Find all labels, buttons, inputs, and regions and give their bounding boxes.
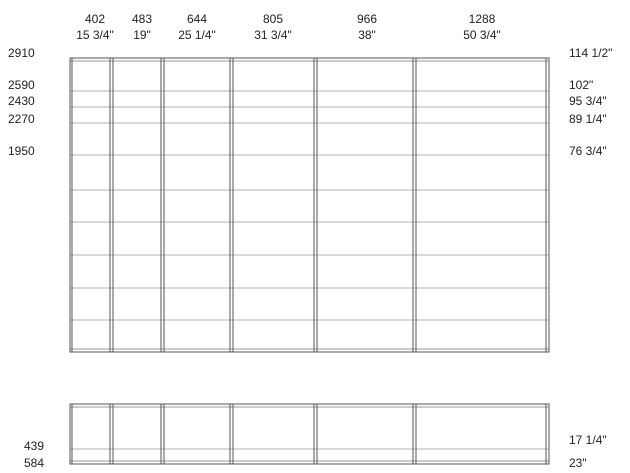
height-mm-label: 2270 bbox=[8, 112, 35, 126]
height-inch-label: 114 1/2" bbox=[569, 46, 612, 60]
column-inch-label: 19" bbox=[133, 28, 151, 42]
height-mm-label: 439 bbox=[24, 439, 44, 453]
shelf-lines bbox=[70, 90, 549, 321]
uprights bbox=[71, 58, 547, 352]
height-inch-label: 89 1/4" bbox=[569, 112, 607, 126]
column-inch-label: 31 3/4" bbox=[254, 28, 292, 42]
height-mm-label: 2590 bbox=[8, 78, 35, 92]
height-inch-label: 17 1/4" bbox=[569, 433, 607, 447]
unit-frame bbox=[69, 57, 550, 353]
height-inch-label: 95 3/4" bbox=[569, 94, 607, 108]
height-mm-label: 584 bbox=[24, 456, 44, 470]
height-mm-label: 2430 bbox=[8, 94, 35, 108]
column-mm-label: 402 bbox=[85, 12, 105, 26]
left-height-labels: 2910 2590 2430 2270 1950 439 584 bbox=[8, 46, 44, 470]
column-mm-label: 805 bbox=[263, 12, 283, 26]
column-mm-label: 644 bbox=[187, 12, 207, 26]
column-mm-label: 483 bbox=[132, 12, 152, 26]
column-headers: 402 15 3/4" 483 19" 644 25 1/4" 805 31 3… bbox=[76, 12, 501, 42]
column-mm-label: 966 bbox=[357, 12, 377, 26]
unit-frame bbox=[69, 403, 550, 465]
height-inch-label: 102" bbox=[569, 78, 593, 92]
height-mm-label: 2910 bbox=[8, 46, 35, 60]
tall-shelving-unit bbox=[69, 57, 550, 353]
height-inch-label: 23" bbox=[569, 456, 587, 470]
right-height-labels: 114 1/2" 102" 95 3/4" 89 1/4" 76 3/4" 17… bbox=[569, 46, 612, 470]
column-inch-label: 15 3/4" bbox=[76, 28, 114, 42]
column-inch-label: 38" bbox=[358, 28, 376, 42]
column-inch-label: 25 1/4" bbox=[178, 28, 216, 42]
column-mm-label: 1288 bbox=[469, 12, 496, 26]
uprights bbox=[71, 404, 547, 464]
height-inch-label: 76 3/4" bbox=[569, 144, 607, 158]
low-shelving-unit bbox=[69, 403, 550, 465]
column-inch-label: 50 3/4" bbox=[463, 28, 501, 42]
height-mm-label: 1950 bbox=[8, 144, 35, 158]
